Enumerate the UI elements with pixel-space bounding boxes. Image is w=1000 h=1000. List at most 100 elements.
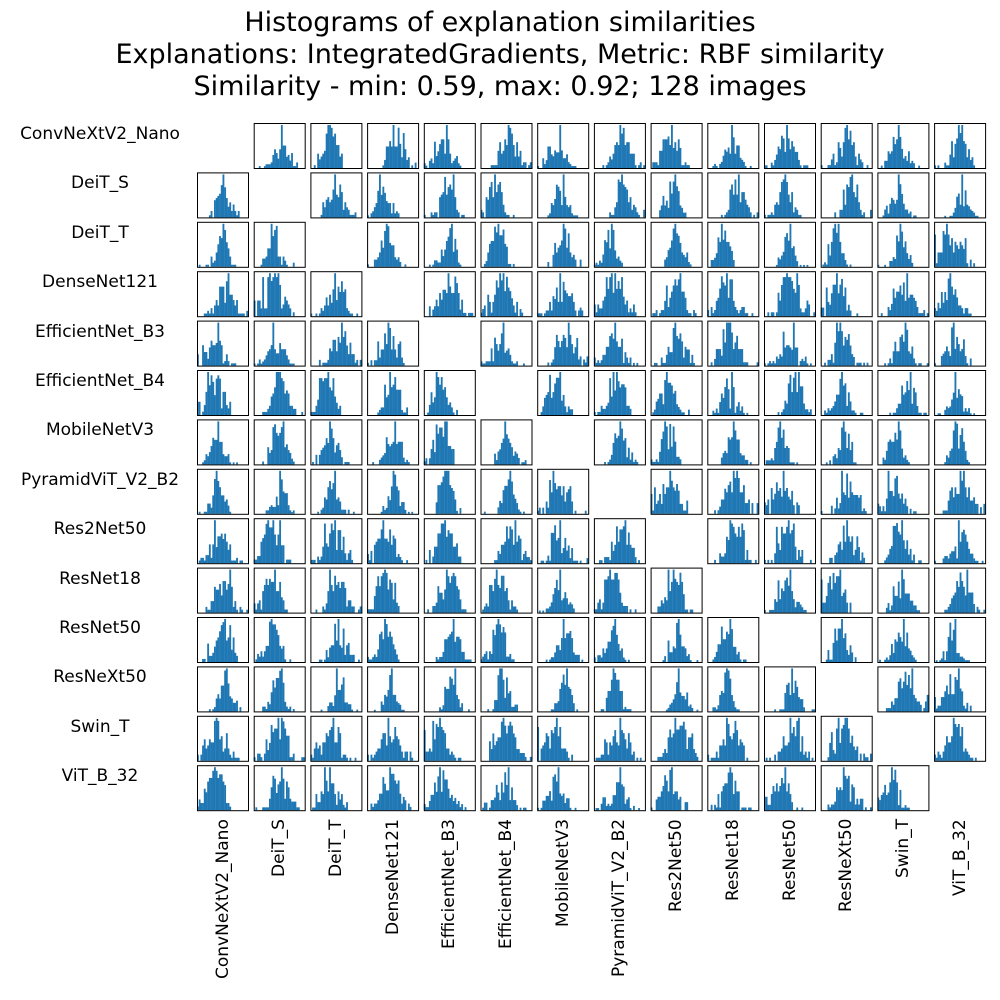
histogram-bar xyxy=(937,165,940,168)
histogram-bar xyxy=(880,511,883,514)
histogram-bar xyxy=(717,412,720,415)
histogram-bar xyxy=(270,162,273,168)
histogram-bar xyxy=(437,377,440,415)
histogram-bar xyxy=(324,150,326,168)
histogram-bar xyxy=(946,651,948,662)
histogram-bar xyxy=(392,203,395,218)
histogram-bar xyxy=(859,798,862,811)
histogram-bar xyxy=(947,742,950,761)
histogram-panel-frame xyxy=(820,765,873,812)
histogram-bar xyxy=(664,656,667,662)
histogram-bar xyxy=(627,733,630,761)
histogram-bar xyxy=(506,677,508,712)
histogram-bar xyxy=(806,300,809,317)
histogram-bar xyxy=(600,360,603,366)
histogram-bar xyxy=(949,742,952,761)
histogram-panel-EfficientNet_B3-vs-ResNet18 xyxy=(707,320,760,367)
histogram-bar xyxy=(622,127,625,168)
histogram-bar xyxy=(667,487,670,514)
histogram-panel-frame xyxy=(480,419,533,466)
histogram-bar xyxy=(908,648,910,662)
histogram-bar xyxy=(777,146,780,168)
histogram-bar xyxy=(743,362,745,366)
histogram-bar xyxy=(607,402,610,415)
histogram-bar xyxy=(722,639,725,662)
histogram-bar xyxy=(774,204,777,218)
histogram-bar xyxy=(961,428,964,465)
histogram-bar xyxy=(727,147,730,168)
histogram-bar xyxy=(839,284,842,317)
histogram-bar xyxy=(904,548,907,564)
histogram-bar xyxy=(445,397,448,415)
histogram-bar xyxy=(600,405,603,415)
histogram-bar xyxy=(404,462,407,465)
histogram-panel-EfficientNet_B3-vs-ResNeXt50 xyxy=(820,320,873,367)
histogram-bar xyxy=(897,351,900,366)
histogram-bar xyxy=(782,251,785,267)
histogram-bar xyxy=(225,803,228,811)
histogram-bar xyxy=(346,207,348,218)
histogram-bar xyxy=(729,619,732,662)
histogram-bar xyxy=(777,358,780,366)
histogram-bar xyxy=(679,242,682,267)
histogram-bar xyxy=(559,245,562,267)
histogram-bar xyxy=(753,214,756,218)
histogram-bar xyxy=(454,499,457,514)
histogram-bar xyxy=(370,803,373,811)
histogram-bar xyxy=(667,707,670,712)
histogram-panel-frame xyxy=(423,617,476,663)
histogram-bar xyxy=(514,737,517,761)
histogram-bar xyxy=(215,470,218,514)
histogram-bar xyxy=(399,793,402,811)
histogram-bar xyxy=(562,548,565,564)
histogram-bar xyxy=(926,363,929,366)
histogram-bar xyxy=(482,609,485,613)
histogram-bar xyxy=(454,238,457,267)
histogram-bar xyxy=(743,659,745,662)
histogram-bar xyxy=(949,273,952,317)
histogram-bar xyxy=(827,244,830,267)
histogram-bar xyxy=(952,252,955,267)
histogram-panel-ResNet50-vs-Swin_T xyxy=(877,617,930,663)
histogram-bar xyxy=(719,288,722,317)
histogram-bar xyxy=(717,705,720,712)
histogram-bar xyxy=(856,536,859,564)
histogram-bar xyxy=(676,285,678,317)
histogram-bar xyxy=(567,322,570,366)
histogram-bar xyxy=(511,725,513,761)
histogram-bar xyxy=(612,214,615,218)
histogram-bar xyxy=(270,692,273,712)
histogram-bar xyxy=(599,362,601,366)
histogram-bar xyxy=(437,151,440,168)
histogram-bar xyxy=(676,729,678,761)
histogram-bar xyxy=(215,770,218,811)
histogram-bar xyxy=(961,348,964,366)
histogram-bar xyxy=(942,558,945,564)
histogram-bar xyxy=(748,207,750,218)
histogram-bar xyxy=(334,520,337,564)
histogram-bar xyxy=(847,497,850,514)
histogram-bar xyxy=(272,680,275,712)
histogram-bar xyxy=(555,184,558,218)
histogram-bar xyxy=(452,619,455,662)
histogram-bar xyxy=(976,215,979,218)
histogram-bar xyxy=(516,704,519,712)
histogram-bar xyxy=(746,204,749,218)
histogram-bar xyxy=(555,152,558,168)
histogram-bar xyxy=(954,723,957,761)
histogram-bar xyxy=(859,362,862,366)
histogram-bar xyxy=(844,287,847,317)
histogram-bar xyxy=(547,392,550,415)
histogram-panel-ResNet50-vs-ResNet18 xyxy=(707,617,760,663)
histogram-bar xyxy=(951,215,953,218)
histogram-panel-frame xyxy=(934,468,987,515)
histogram-bar xyxy=(677,235,680,267)
histogram-bar xyxy=(813,709,816,712)
histogram-bar xyxy=(277,353,280,366)
histogram-bar xyxy=(384,159,386,168)
histogram-bar xyxy=(315,454,318,465)
histogram-bar xyxy=(284,260,287,267)
histogram-bar xyxy=(792,599,795,613)
histogram-bar xyxy=(969,159,972,168)
histogram-bar xyxy=(902,807,905,811)
